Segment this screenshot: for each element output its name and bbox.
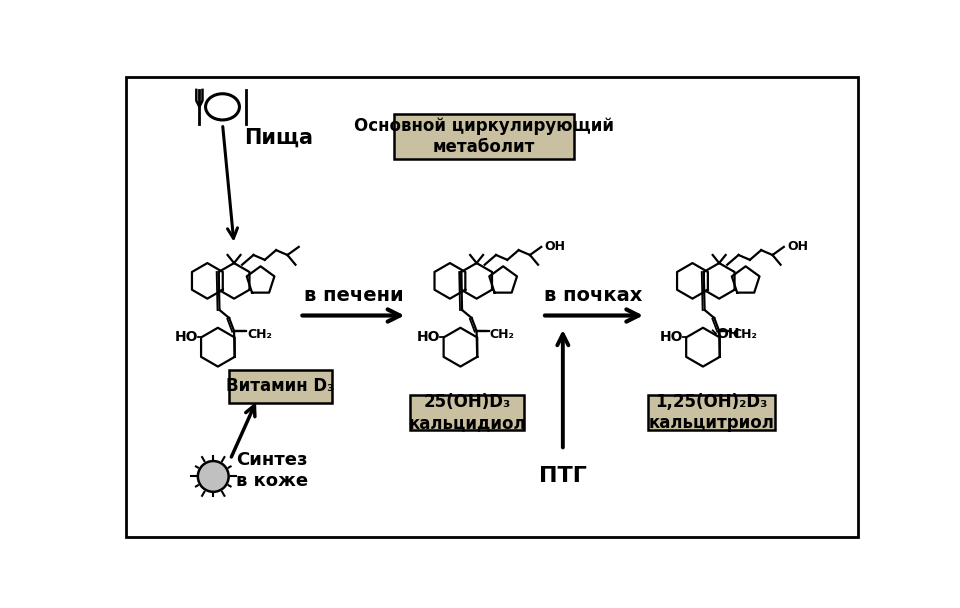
Text: CH₂: CH₂ (490, 328, 515, 340)
Text: HO: HO (175, 331, 198, 345)
Text: HO: HO (660, 331, 683, 345)
Text: Пища: Пища (244, 128, 313, 148)
Text: HO: HO (417, 331, 441, 345)
Text: OH: OH (716, 326, 739, 340)
Text: Синтез
в коже: Синтез в коже (236, 451, 308, 489)
Text: OH: OH (544, 240, 565, 254)
Text: в почках: в почках (544, 286, 643, 305)
Text: CH₂: CH₂ (247, 328, 272, 340)
FancyBboxPatch shape (228, 370, 332, 402)
Text: OH: OH (787, 240, 808, 254)
Text: 25(OH)D₃
кальцидиол: 25(OH)D₃ кальцидиол (408, 393, 526, 432)
Text: ПТГ: ПТГ (539, 466, 587, 486)
Text: CH₂: CH₂ (732, 328, 757, 340)
Circle shape (198, 461, 228, 492)
Text: в печени: в печени (303, 286, 403, 305)
Text: Основной циркулирующий
метаболит: Основной циркулирующий метаболит (354, 117, 614, 156)
FancyBboxPatch shape (410, 395, 524, 430)
Text: 1,25(OH)₂D₃
кальцитриол: 1,25(OH)₂D₃ кальцитриол (649, 393, 775, 432)
FancyBboxPatch shape (395, 114, 574, 159)
Text: Витамин D₃: Витамин D₃ (226, 378, 334, 395)
FancyBboxPatch shape (648, 395, 775, 430)
FancyBboxPatch shape (127, 77, 857, 537)
